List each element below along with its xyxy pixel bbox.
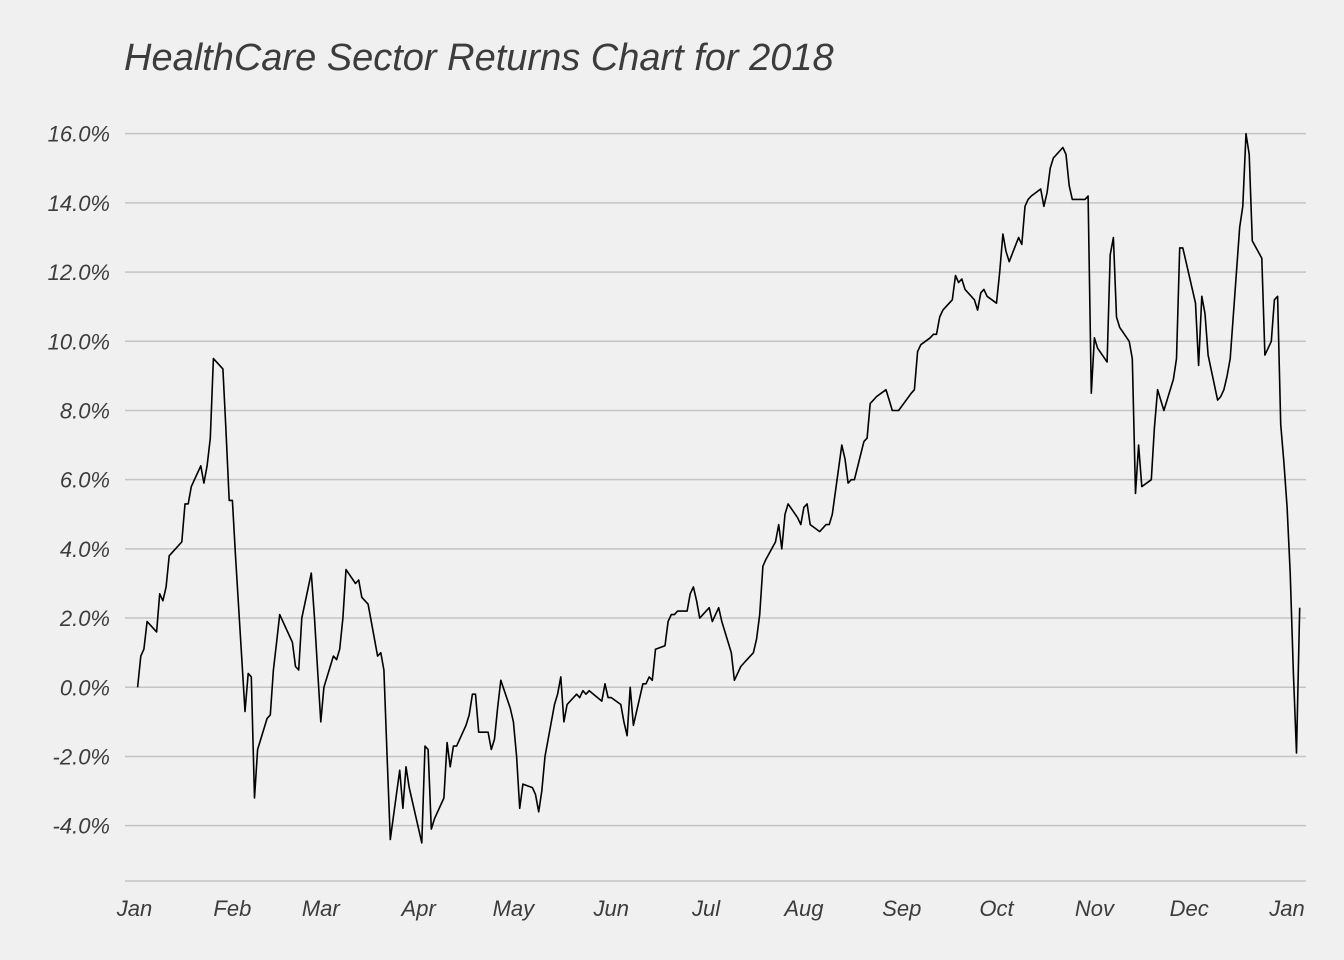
y-tick-label: 10.0% (48, 329, 110, 354)
x-tick-label: Jul (691, 896, 721, 921)
x-tick-label: Jan (116, 896, 152, 921)
x-tick-label: Dec (1170, 896, 1209, 921)
series-line (136, 132, 1301, 844)
chart-title: HealthCare Sector Returns Chart for 2018 (124, 37, 834, 79)
x-tick-label: Nov (1075, 896, 1116, 921)
x-tick-label: Apr (400, 896, 438, 921)
y-tick-label: 16.0% (48, 122, 110, 147)
y-tick-label: 2.0% (59, 606, 110, 631)
x-tick-label: May (493, 896, 537, 921)
x-tick-label: Feb (213, 896, 251, 921)
x-tick-label: Jan (1268, 896, 1304, 921)
series-group (136, 132, 1301, 844)
y-tick-label: 14.0% (48, 191, 110, 216)
y-tick-label: 8.0% (60, 398, 110, 423)
x-tick-label: Oct (979, 896, 1014, 921)
y-tick-labels: -4.0% -2.0% 0.0% 2.0% 4.0% 6.0% 8.0% 10.0% 12.0%… (48, 122, 110, 839)
x-tick-label: Mar (302, 896, 342, 921)
y-tick-label: 6.0% (60, 468, 110, 493)
y-tick-label: -2.0% (53, 744, 110, 769)
x-tick-labels: Jan Feb Mar Apr May Jun Jul Aug Sep Oct Nov Dec Jan (116, 896, 1305, 921)
y-tick-label: 4.0% (60, 537, 110, 562)
x-tick-label: Sep (882, 896, 921, 921)
x-tick-label: Jun (593, 896, 629, 921)
y-tick-label: 0.0% (60, 675, 110, 700)
x-tick-label: Aug (782, 896, 824, 921)
y-tick-label: -4.0% (53, 814, 110, 839)
grid-lines (125, 132, 1306, 827)
y-tick-label: 12.0% (48, 260, 110, 285)
